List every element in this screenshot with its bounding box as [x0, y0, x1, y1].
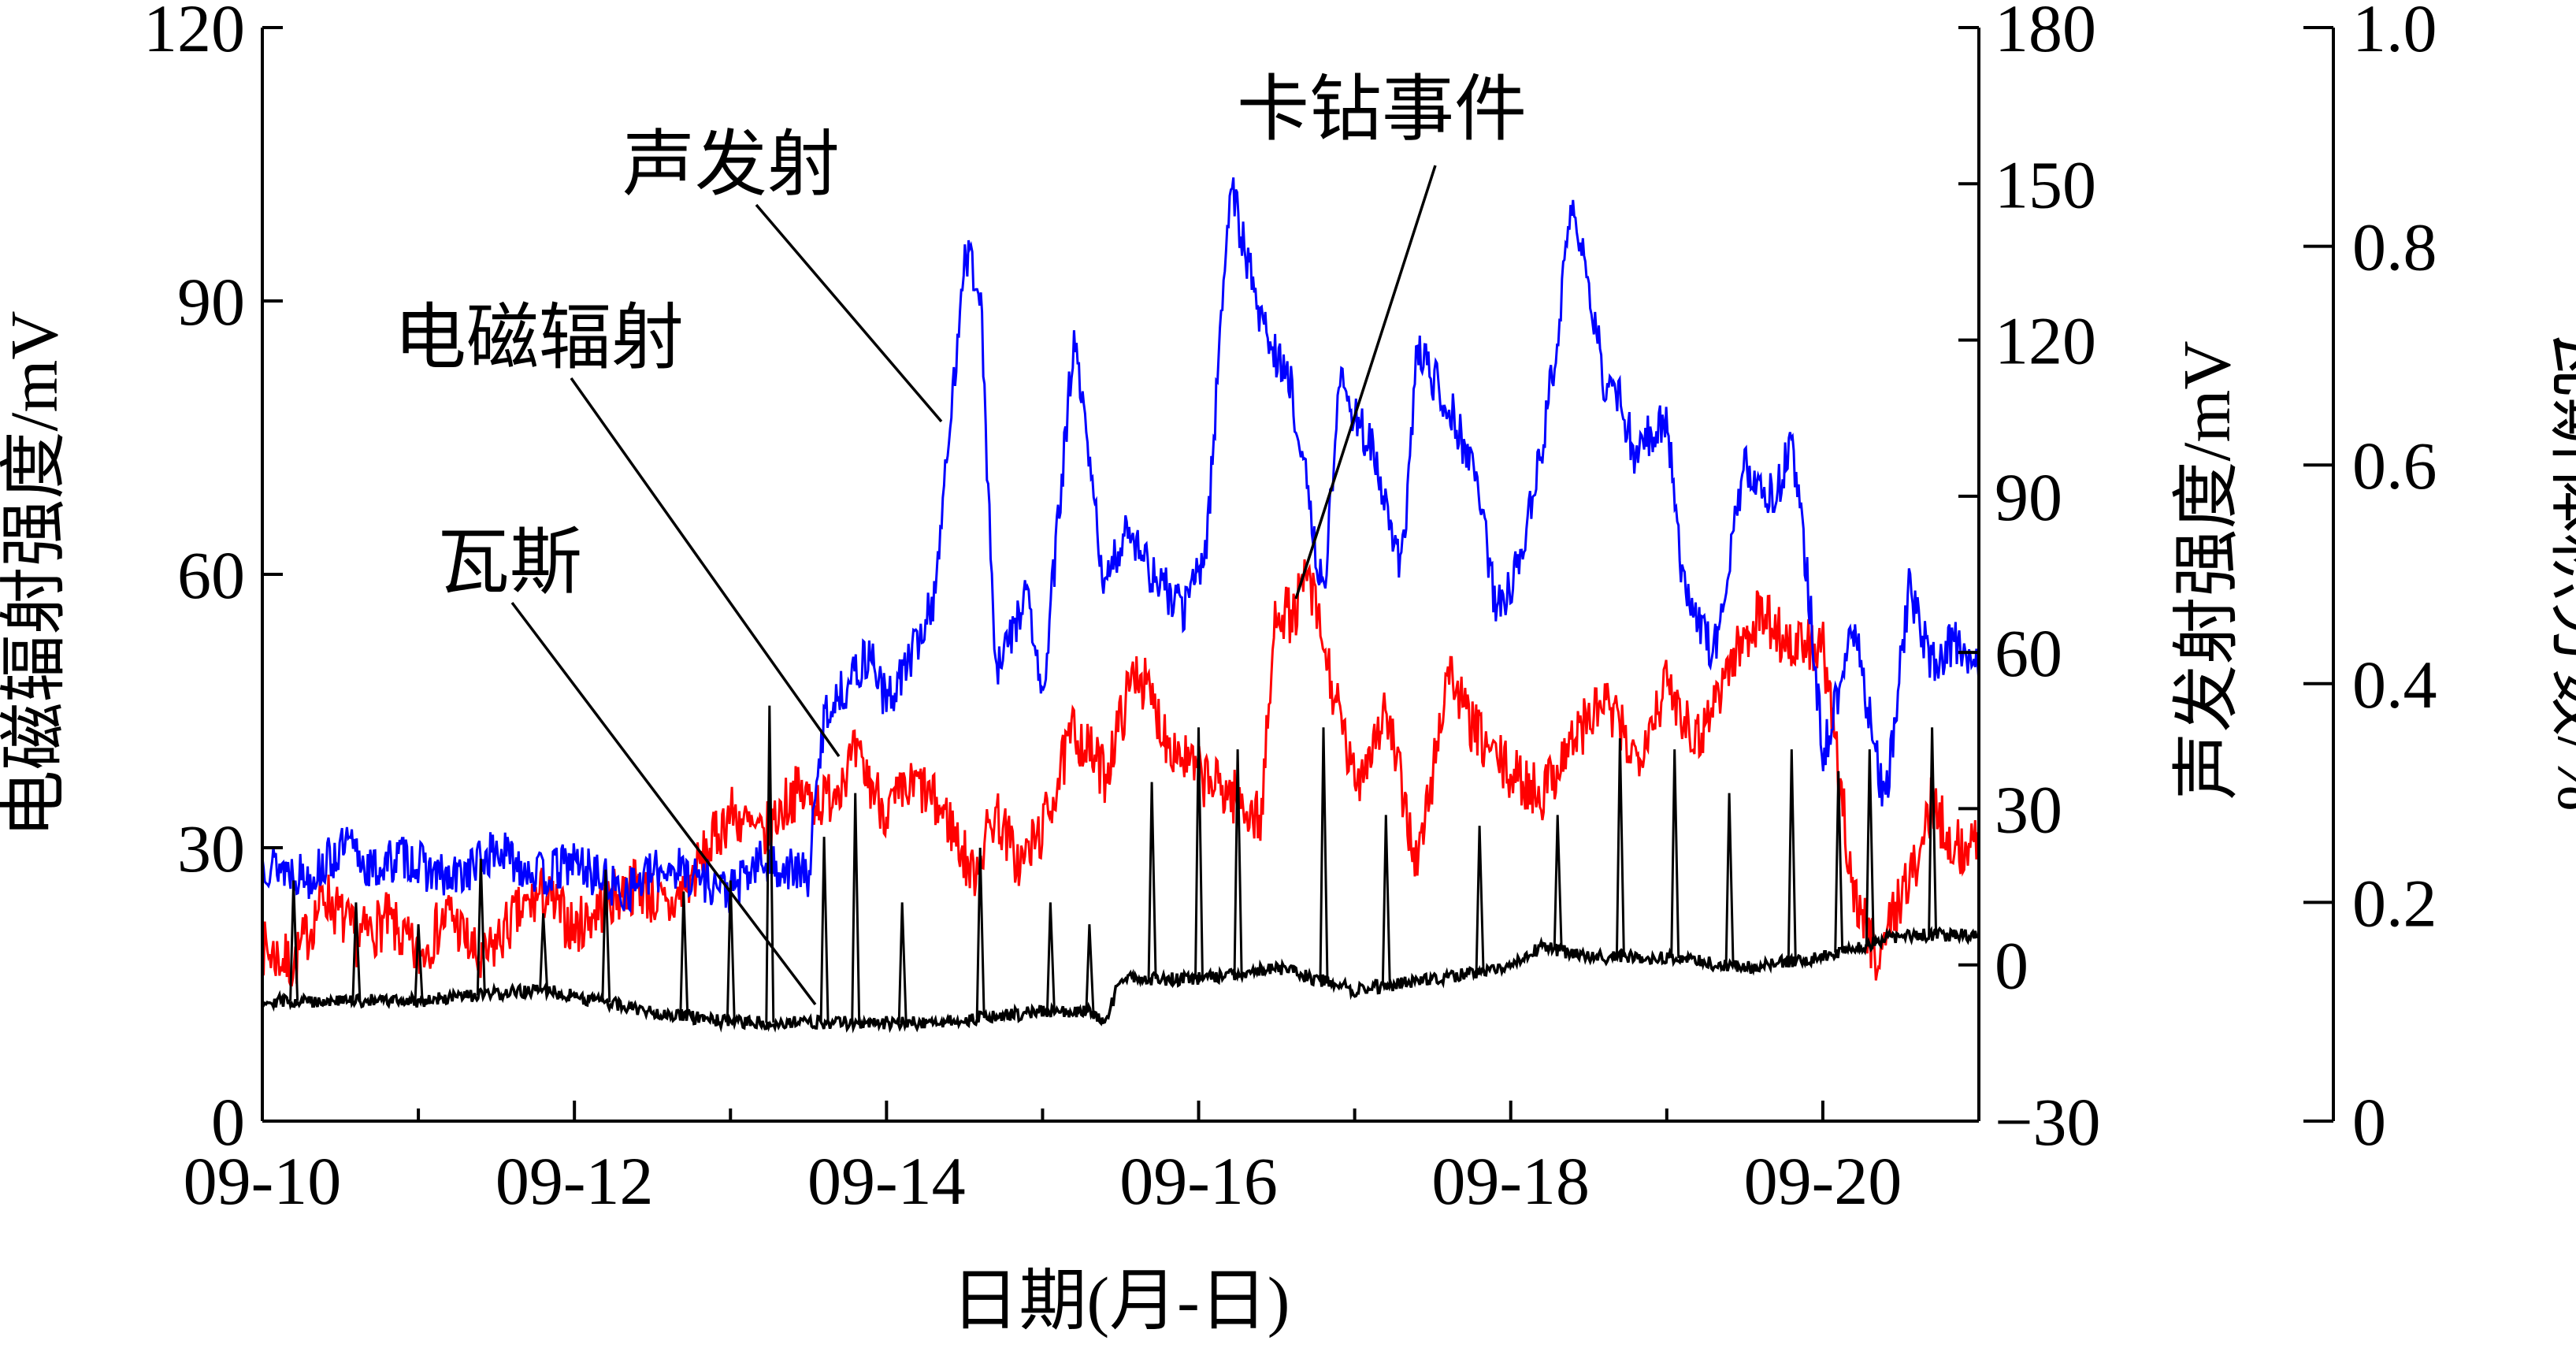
gas-spike-24: [1724, 793, 1735, 966]
gas-spike-7: [726, 880, 736, 1023]
right2-tick-label-0: 0: [2352, 1084, 2386, 1160]
left-tick-label-3: 90: [177, 264, 245, 340]
x-tick-label-2: 09-14: [807, 1143, 966, 1219]
gas-spike-19: [1381, 815, 1391, 986]
left-tick-label-4: 120: [143, 0, 245, 66]
gas-spike-13: [1045, 902, 1056, 1012]
left-tick-label-2: 60: [177, 537, 245, 613]
right2-tick-label-2: 0.4: [2352, 647, 2437, 722]
right2-tick-label-3: 0.6: [2352, 428, 2437, 503]
x-tick-label-5: 09-20: [1744, 1143, 1902, 1219]
annotation-emr-leader: [570, 377, 841, 758]
gas-spike-5: [601, 869, 611, 1003]
left-tick-label-0: 0: [211, 1084, 245, 1160]
annotation-stuck-drill-leader: [1294, 165, 1437, 600]
left-tick-label-1: 30: [177, 811, 245, 886]
gas-spike-23: [1670, 749, 1680, 959]
left-axis-title: 电磁辐射强度/mV: [0, 311, 72, 838]
annotation-acoustic-leader: [755, 203, 943, 423]
gas-spike-22: [1615, 738, 1625, 957]
right1-tick-label-2: 30: [1995, 771, 2062, 847]
right2-axis-title: 瓦斯体积分数/%: [2544, 329, 2576, 811]
gas-spike-26: [1834, 771, 1844, 953]
right1-tick-label-7: 180: [1995, 0, 2096, 66]
gas-spike-15: [1147, 782, 1157, 979]
right2-tick-label-4: 0.8: [2352, 210, 2437, 285]
right1-tick-label-5: 120: [1995, 303, 2096, 379]
gas-spike-4: [539, 913, 549, 990]
annotation-gas-leader: [510, 601, 817, 1006]
gas-spike-14: [1085, 924, 1095, 1012]
right1-tick-label-1: 0: [1995, 928, 2029, 1004]
annotation-acoustic: 声发射: [622, 124, 840, 205]
gas-spike-8: [765, 705, 775, 1023]
gas-spike-10: [851, 793, 861, 1023]
x-tick-label-0: 09-10: [184, 1143, 342, 1219]
right1-tick-label-0: −30: [1995, 1084, 2101, 1160]
right1-tick-label-3: 60: [1995, 615, 2062, 691]
gas-spike-1: [351, 902, 362, 1001]
right2-tick-label-5: 1.0: [2352, 0, 2437, 66]
gas-spike-16: [1194, 727, 1204, 979]
gas-spike-21: [1553, 815, 1563, 950]
gas-spike-20: [1475, 826, 1485, 973]
x-axis-title: 日期(月-日): [952, 1263, 1290, 1339]
gas-spike-0: [289, 880, 299, 1001]
emr-series-line: [261, 559, 1980, 987]
gas-series-line: [262, 926, 1980, 1034]
right1-tick-label-4: 90: [1995, 459, 2062, 535]
x-tick-label-4: 09-18: [1431, 1143, 1590, 1219]
right2-tick-label-1: 0.2: [2352, 865, 2437, 941]
right1-axis-title: 声发射强度/mV: [2169, 341, 2244, 800]
gas-spike-3: [476, 858, 486, 996]
gas-spike-25: [1787, 749, 1797, 962]
gas-spike-17: [1233, 749, 1243, 974]
gas-spike-18: [1319, 727, 1329, 982]
gas-spike-9: [819, 837, 830, 1023]
x-tick-label-3: 09-16: [1119, 1143, 1278, 1219]
x-tick-label-1: 09-12: [496, 1143, 654, 1219]
gas-spike-2: [414, 924, 424, 1001]
annotation-emr: 电磁辐射: [394, 298, 684, 378]
gas-spike-12: [975, 847, 985, 1019]
right1-tick-label-6: 150: [1995, 147, 2096, 222]
gas-spike-28: [1928, 727, 1938, 936]
acoustic-series-line: [261, 177, 1980, 914]
gas-spike-27: [1865, 749, 1875, 945]
annotation-stuck-drill: 卡钻事件: [1237, 69, 1527, 150]
gas-spike-6: [679, 891, 689, 1016]
gas-spike-11: [897, 902, 908, 1023]
annotation-gas: 瓦斯: [437, 522, 582, 603]
